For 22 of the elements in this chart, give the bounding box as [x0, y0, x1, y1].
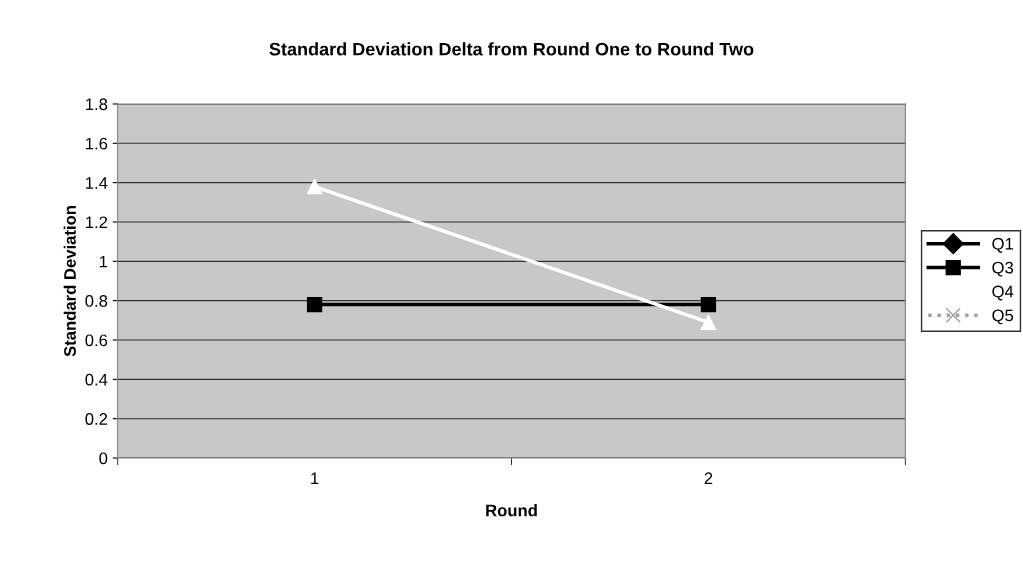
y-axis-title: Standard Deviation: [63, 206, 76, 357]
y-tick-label: 0.4: [85, 373, 108, 386]
x-tick-label: 2: [704, 472, 713, 484]
x-axis-title: Round: [486, 504, 537, 517]
text: Q4: [992, 285, 1014, 301]
y-tick-label: 0: [99, 452, 108, 465]
y-tick-label: 0.8: [85, 295, 108, 307]
y-tick-label: 0.6: [85, 334, 108, 347]
legend-label: Q3: [992, 261, 1014, 277]
y-tick-label: 0.2: [85, 413, 108, 425]
y-tick-label: 1.4: [86, 177, 108, 189]
legend-label: Q5: [992, 309, 1014, 325]
chart-title: Standard Deviation Delta from Round One to Round Two: [269, 42, 754, 56]
legend-label: Q1: [992, 237, 1013, 253]
y-tick-label: 1.8: [86, 98, 108, 111]
point: [306, 296, 323, 313]
y-tick-label: 1: [99, 255, 108, 268]
point: [700, 296, 717, 313]
point: [306, 178, 323, 195]
y-tick-label: 1.2: [86, 216, 108, 229]
y-tick-label: 1.6: [86, 137, 108, 150]
point: [700, 314, 717, 330]
